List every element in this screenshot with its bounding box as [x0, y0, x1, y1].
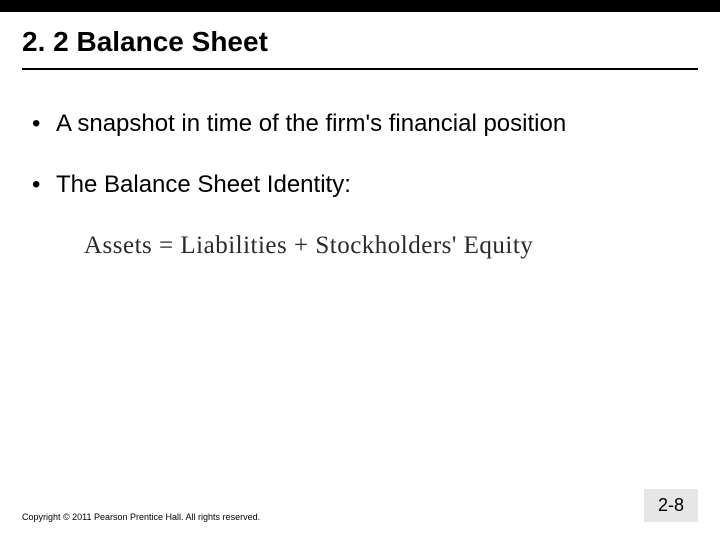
top-accent-bar [0, 0, 720, 12]
page-number: 2-8 [644, 489, 698, 522]
slide-title: 2. 2 Balance Sheet [22, 26, 698, 70]
slide-footer: Copyright © 2011 Pearson Prentice Hall. … [22, 489, 698, 522]
copyright-text: Copyright © 2011 Pearson Prentice Hall. … [22, 512, 260, 522]
bullet-list: A snapshot in time of the firm's financi… [22, 108, 698, 200]
bullet-item: A snapshot in time of the firm's financi… [30, 108, 698, 139]
balance-sheet-equation: Assets = Liabilities + Stockholders' Equ… [84, 232, 698, 260]
slide-content: 2. 2 Balance Sheet A snapshot in time of… [0, 12, 720, 260]
bullet-item: The Balance Sheet Identity: [30, 169, 698, 200]
